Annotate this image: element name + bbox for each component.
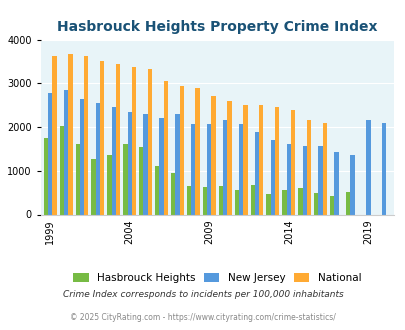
Bar — [298, 188, 302, 215]
Bar — [52, 56, 56, 214]
Bar — [64, 90, 68, 214]
Bar — [191, 123, 195, 214]
Bar — [127, 112, 132, 214]
Bar — [381, 123, 386, 214]
Bar — [44, 138, 48, 214]
Bar — [234, 190, 238, 214]
Bar — [211, 96, 215, 214]
Bar — [84, 56, 88, 214]
Bar — [218, 186, 222, 214]
Bar — [334, 152, 338, 214]
Bar — [159, 118, 163, 214]
Bar — [286, 144, 290, 214]
Bar — [318, 146, 322, 214]
Bar — [163, 81, 168, 214]
Bar — [258, 105, 263, 214]
Bar — [195, 88, 199, 214]
Bar — [68, 54, 72, 214]
Bar — [238, 124, 243, 214]
Legend: Hasbrouck Heights, New Jersey, National: Hasbrouck Heights, New Jersey, National — [69, 269, 364, 287]
Bar — [179, 86, 183, 214]
Bar — [132, 67, 136, 214]
Bar — [96, 103, 100, 214]
Bar — [116, 64, 120, 214]
Bar — [270, 140, 274, 214]
Text: © 2025 CityRating.com - https://www.cityrating.com/crime-statistics/: © 2025 CityRating.com - https://www.city… — [70, 313, 335, 322]
Bar — [171, 173, 175, 214]
Bar — [75, 144, 80, 214]
Bar — [302, 146, 306, 214]
Bar — [100, 61, 104, 214]
Bar — [91, 159, 96, 214]
Bar — [60, 126, 64, 214]
Bar — [350, 155, 354, 214]
Bar — [202, 187, 207, 214]
Bar — [227, 101, 231, 214]
Bar — [111, 107, 116, 214]
Bar — [143, 114, 147, 214]
Bar — [322, 123, 326, 214]
Bar — [147, 69, 152, 214]
Bar — [266, 193, 270, 214]
Bar — [186, 186, 191, 214]
Bar — [207, 123, 211, 214]
Bar — [274, 107, 279, 214]
Bar — [107, 155, 111, 214]
Bar — [345, 192, 350, 214]
Bar — [155, 166, 159, 214]
Bar — [139, 147, 143, 214]
Bar — [313, 193, 318, 215]
Title: Hasbrouck Heights Property Crime Index: Hasbrouck Heights Property Crime Index — [57, 20, 377, 34]
Bar — [48, 93, 52, 214]
Bar — [365, 119, 370, 214]
Bar — [329, 196, 334, 214]
Bar — [80, 99, 84, 214]
Bar — [123, 144, 127, 214]
Bar — [290, 110, 294, 214]
Bar — [243, 105, 247, 214]
Bar — [175, 114, 179, 214]
Bar — [254, 132, 258, 214]
Bar — [222, 120, 227, 214]
Bar — [281, 190, 286, 215]
Bar — [250, 185, 254, 214]
Text: Crime Index corresponds to incidents per 100,000 inhabitants: Crime Index corresponds to incidents per… — [62, 290, 343, 299]
Bar — [306, 119, 310, 214]
